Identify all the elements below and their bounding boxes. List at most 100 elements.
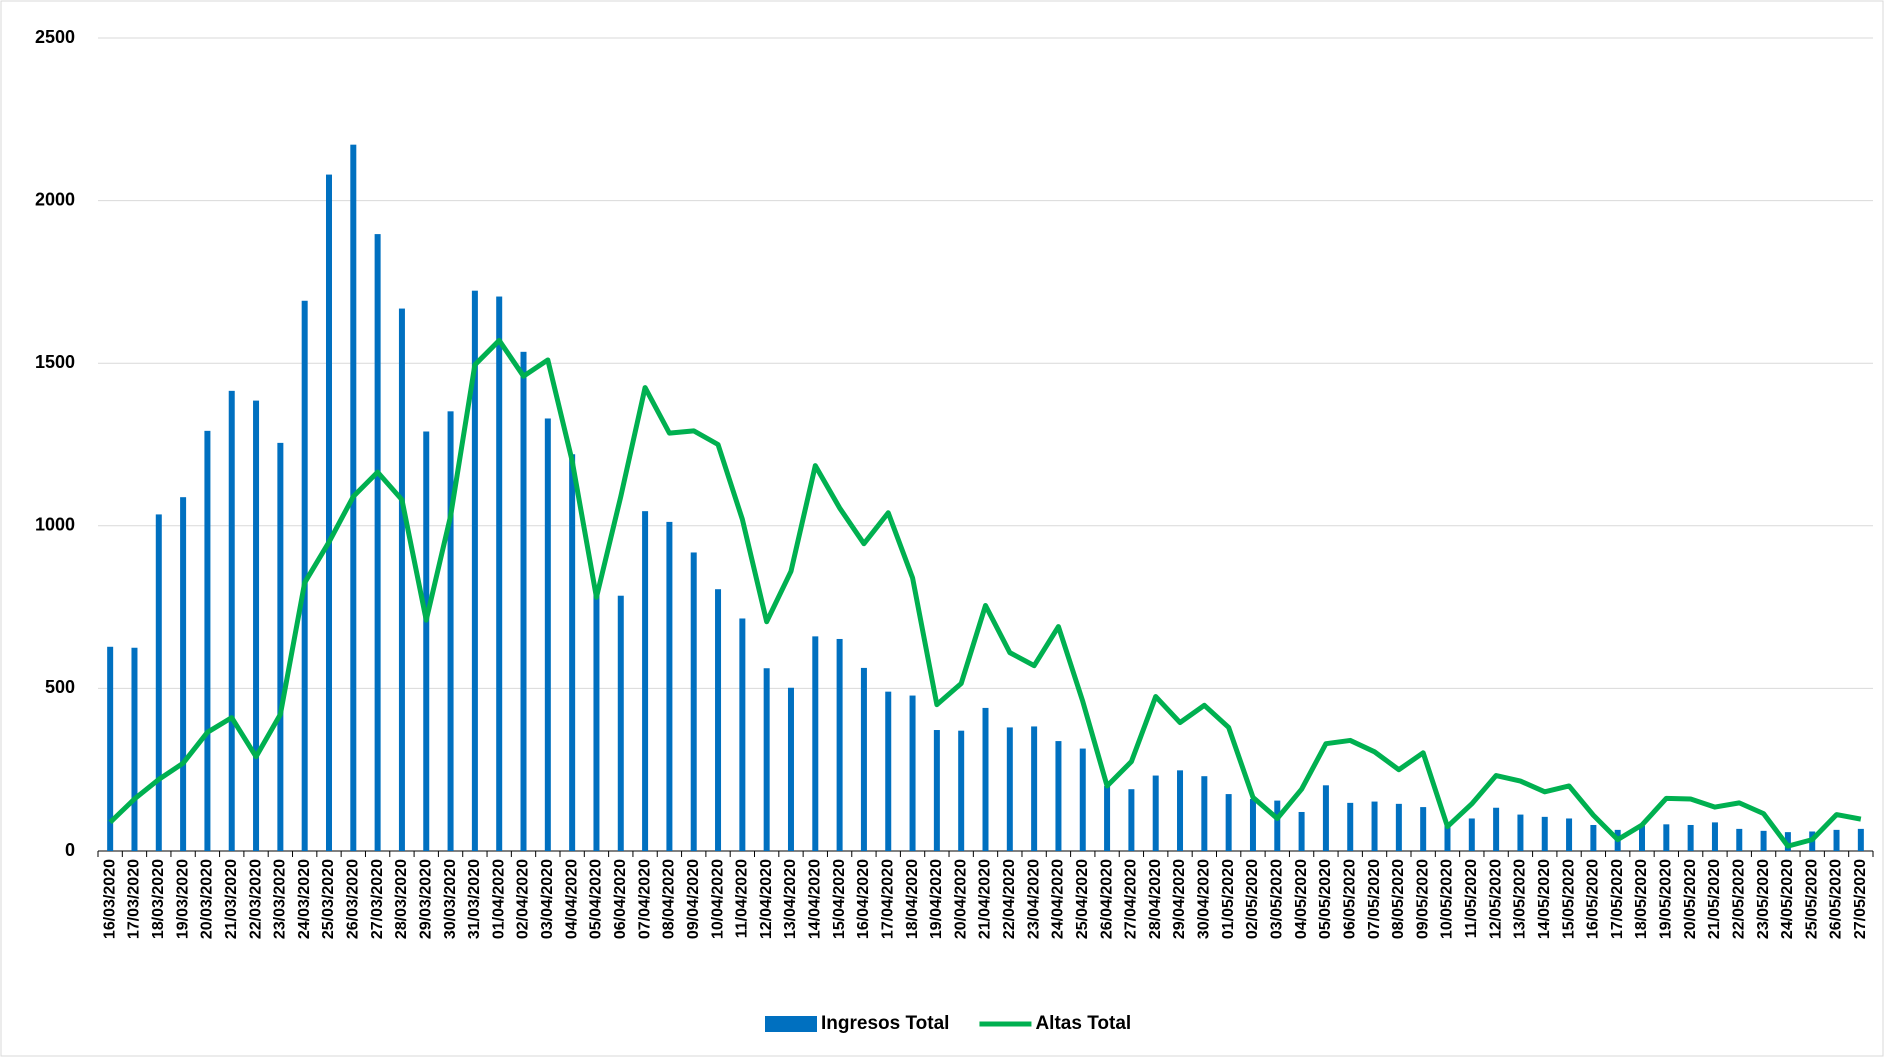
x-tick-label: 30/03/2020 [442, 859, 459, 939]
bar [933, 730, 940, 851]
bar [739, 618, 746, 851]
x-tick-label: 13/05/2020 [1512, 859, 1529, 939]
x-tick-label: 19/04/2020 [928, 859, 945, 939]
bar [1104, 785, 1111, 851]
y-tick-label: 500 [45, 677, 75, 697]
bar [1274, 800, 1281, 851]
bar [398, 308, 405, 851]
x-tick-label: 02/05/2020 [1244, 859, 1261, 939]
x-tick-label: 16/04/2020 [855, 859, 872, 939]
bar [496, 296, 503, 851]
legend-label: Altas Total [1035, 1013, 1131, 1034]
x-tick-label: 11/04/2020 [734, 859, 751, 938]
bar [204, 430, 211, 851]
y-tick-label: 1000 [35, 515, 75, 535]
bar [982, 707, 989, 851]
bar [423, 431, 430, 851]
x-tick-label: 04/05/2020 [1293, 859, 1310, 939]
bar [544, 418, 551, 851]
bar [569, 454, 576, 851]
x-tick-label: 04/04/2020 [563, 859, 580, 939]
x-tick-label: 07/04/2020 [636, 859, 653, 939]
x-tick-label: 22/04/2020 [1001, 859, 1018, 939]
x-tick-label: 01/05/2020 [1220, 859, 1237, 939]
x-tick-label: 22/03/2020 [247, 859, 264, 939]
bar [666, 521, 673, 851]
x-tick-label: 15/04/2020 [831, 859, 848, 939]
x-tick-label: 16/05/2020 [1585, 859, 1602, 939]
bar [763, 668, 770, 851]
x-tick-label: 03/04/2020 [539, 859, 556, 939]
x-tick-label: 25/03/2020 [320, 859, 337, 939]
x-tick-label: 09/04/2020 [685, 859, 702, 939]
bar [1663, 824, 1670, 851]
bar [1687, 824, 1694, 851]
bar [1031, 726, 1038, 851]
bar [1639, 825, 1646, 851]
x-tick-label: 17/05/2020 [1609, 859, 1626, 939]
bar [1590, 824, 1597, 851]
bar [1128, 789, 1135, 851]
x-tick-label: 23/03/2020 [272, 859, 289, 939]
x-tick-label: 02/04/2020 [515, 859, 532, 939]
x-tick-label: 05/05/2020 [1317, 859, 1334, 939]
x-tick-label: 26/05/2020 [1828, 859, 1845, 939]
bar [909, 695, 916, 851]
x-tick-label: 28/03/2020 [393, 859, 410, 939]
bar [277, 442, 284, 851]
x-tick-label: 27/03/2020 [369, 859, 386, 939]
bar [1371, 801, 1378, 851]
x-tick-label: 01/04/2020 [490, 859, 507, 939]
bar [715, 589, 722, 851]
x-tick-label: 10/04/2020 [709, 859, 726, 939]
x-tick-label: 18/04/2020 [904, 859, 921, 939]
bar [447, 411, 454, 851]
bar [374, 234, 381, 852]
x-tick-label: 30/04/2020 [1196, 859, 1213, 939]
bar [1493, 807, 1500, 851]
x-tick-label: 24/05/2020 [1779, 859, 1796, 939]
x-tick-label: 22/05/2020 [1730, 859, 1747, 939]
bar [1468, 818, 1475, 851]
y-tick-label: 1500 [35, 352, 75, 372]
bar [690, 552, 697, 851]
x-tick-label: 23/05/2020 [1755, 859, 1772, 939]
x-tick-label: 29/03/2020 [417, 859, 434, 939]
x-tick-label: 19/03/2020 [174, 859, 191, 939]
bar [1322, 785, 1329, 851]
x-tick-label: 20/03/2020 [199, 859, 216, 939]
bar [180, 497, 187, 851]
x-tick-label: 28/04/2020 [1147, 859, 1164, 939]
x-tick-label: 27/05/2020 [1852, 859, 1869, 939]
bar [1517, 814, 1524, 851]
bar [1201, 776, 1208, 851]
legend-swatch [765, 1016, 817, 1032]
bar [131, 647, 138, 851]
x-tick-label: 11/05/2020 [1463, 859, 1480, 938]
bar [1760, 830, 1767, 851]
x-tick-label: 14/05/2020 [1536, 859, 1553, 939]
bar [593, 594, 600, 851]
x-tick-label: 24/03/2020 [296, 859, 313, 939]
bar [228, 390, 235, 851]
bar [1420, 807, 1427, 851]
x-tick-label: 07/05/2020 [1366, 859, 1383, 939]
bar [301, 300, 308, 851]
x-tick-label: 03/05/2020 [1268, 859, 1285, 939]
y-tick-label: 2000 [35, 189, 75, 209]
bar [1784, 832, 1791, 851]
x-tick-label: 05/04/2020 [588, 859, 605, 939]
x-tick-label: 09/05/2020 [1414, 859, 1431, 939]
x-tick-label: 15/05/2020 [1560, 859, 1577, 939]
x-tick-label: 25/04/2020 [1074, 859, 1091, 939]
x-tick-label: 08/05/2020 [1390, 859, 1407, 939]
bar [885, 691, 892, 851]
bar [1736, 828, 1743, 851]
bar [812, 636, 819, 851]
x-tick-label: 21/05/2020 [1706, 859, 1723, 939]
bar [520, 351, 527, 851]
x-tick-label: 21/03/2020 [223, 859, 240, 939]
bar [860, 667, 867, 851]
